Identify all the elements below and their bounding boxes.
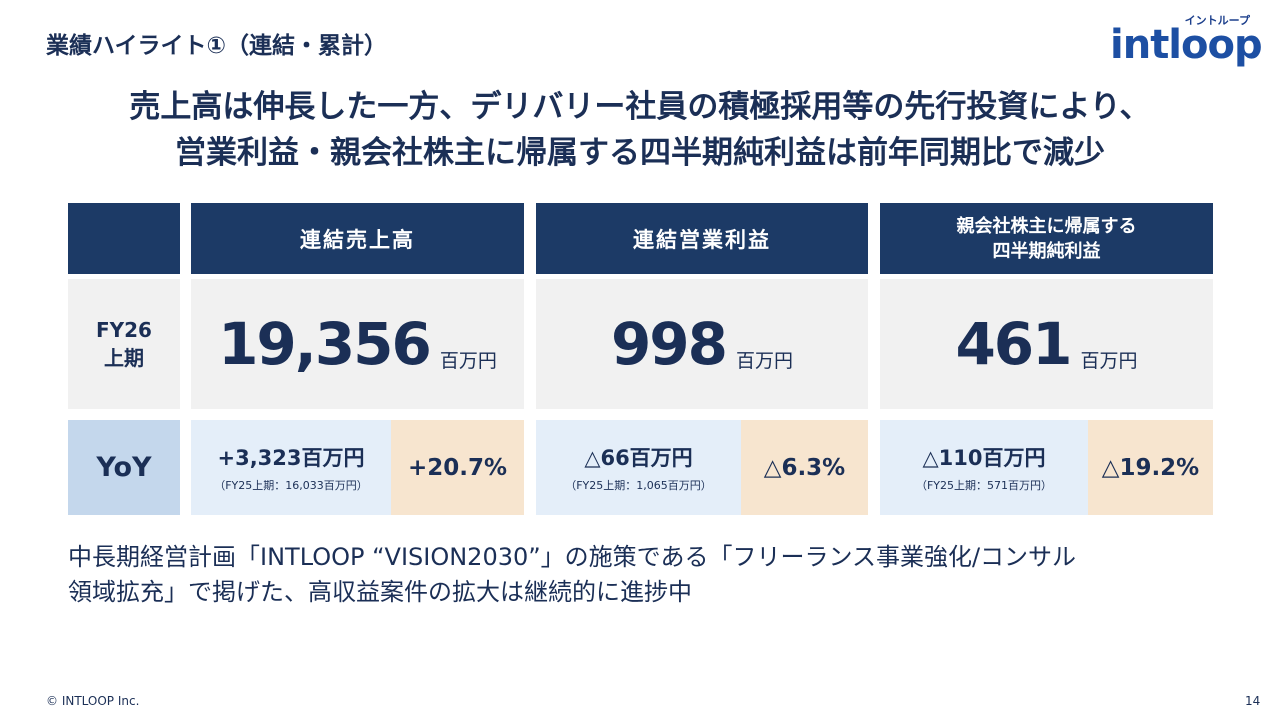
body-line-1: 中長期経営計画「INTLOOP “VISION2030”」の施策である「フリーラ… — [68, 543, 1077, 571]
value-revenue-cell: 19,356 百万円 — [191, 279, 524, 409]
yoy-net-income-diff-cell: △110百万円 （FY25上期：571百万円） — [880, 420, 1088, 515]
row-label-fy26: FY26 上期 — [68, 279, 180, 409]
header-operating-profit-label: 連結営業利益 — [633, 227, 771, 252]
copyright: © INTLOOP Inc. — [46, 694, 140, 708]
yoy-net-income-prev: （FY25上期：571百万円） — [915, 479, 1053, 492]
headline: 売上高は伸長した一方、デリバリー社員の積極採用等の先行投資により、 営業利益・親… — [0, 84, 1280, 176]
body-text: 中長期経営計画「INTLOOP “VISION2030”」の施策である「フリーラ… — [68, 540, 1218, 610]
row-label-line-1: FY26 — [96, 318, 152, 342]
intloop-logo: イントループ intloop — [1110, 12, 1263, 68]
headline-line-2: 営業利益・親会社株主に帰属する四半期純利益は前年同期比で減少 — [175, 135, 1105, 171]
yoy-operating-profit-diff: △66百万円 — [584, 446, 693, 470]
yoy-revenue-diff: +3,323百万円 — [217, 446, 365, 470]
header-net-income-line-2: 四半期純利益 — [992, 240, 1101, 262]
yoy-revenue-diff-cell: +3,323百万円 （FY25上期：16,033百万円） — [191, 420, 391, 515]
value-net-income: 461 — [955, 310, 1072, 378]
header-revenue-label: 連結売上高 — [300, 227, 415, 252]
yoy-net-income-diff: △110百万円 — [922, 446, 1046, 470]
value-net-income-cell: 461 百万円 — [880, 279, 1213, 409]
value-operating-profit: 998 — [610, 310, 728, 378]
section-title: 業績ハイライト①（連結・累計） — [46, 33, 388, 59]
logo-kana: イントループ — [1184, 14, 1250, 27]
value-operating-profit-cell: 998 百万円 — [536, 279, 868, 409]
value-revenue: 19,356 — [218, 310, 432, 378]
unit-net-income: 百万円 — [1080, 350, 1138, 372]
header-net-income: 親会社株主に帰属する 四半期純利益 — [880, 203, 1213, 274]
logo-text: intloop — [1110, 22, 1263, 68]
row-label-line-2: 上期 — [104, 346, 144, 370]
header-operating-profit: 連結営業利益 — [536, 203, 868, 274]
yoy-operating-profit-diff-cell: △66百万円 （FY25上期：1,065百万円） — [536, 420, 741, 515]
yoy-label: YoY — [68, 420, 180, 515]
yoy-revenue-prev: （FY25上期：16,033百万円） — [214, 479, 368, 492]
yoy-net-income-pct: △19.2% — [1088, 420, 1213, 515]
yoy-operating-profit-prev: （FY25上期：1,065百万円） — [565, 479, 712, 492]
body-line-2: 領域拡充」で掲げた、高収益案件の拡大は継続的に進捗中 — [68, 578, 692, 606]
table-corner — [68, 203, 180, 274]
unit-revenue: 百万円 — [439, 350, 497, 372]
yoy-revenue-pct: +20.7% — [391, 420, 524, 515]
unit-operating-profit: 百万円 — [736, 350, 794, 372]
header-net-income-line-1: 親会社株主に帰属する — [956, 215, 1137, 237]
header-revenue: 連結売上高 — [191, 203, 524, 274]
page-number: 14 — [1245, 694, 1261, 708]
headline-line-1: 売上高は伸長した一方、デリバリー社員の積極採用等の先行投資により、 — [129, 89, 1151, 125]
yoy-operating-profit-pct: △6.3% — [741, 420, 868, 515]
